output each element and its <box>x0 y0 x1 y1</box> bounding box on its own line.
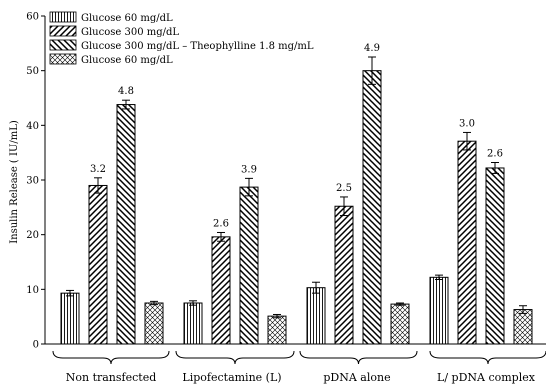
bar <box>306 287 326 345</box>
legend-label: Glucose 300 mg/dL <box>81 27 179 38</box>
error-bars <box>66 56 527 319</box>
y-axis-label: Insulin Release ( IU/mL) <box>9 120 20 244</box>
category-brace <box>429 350 546 365</box>
bar <box>211 236 231 345</box>
bar <box>334 205 354 345</box>
y-tick-label: 40 <box>26 121 39 132</box>
bar <box>239 186 259 345</box>
category-brace <box>175 350 295 365</box>
category-brace <box>52 350 170 365</box>
bar <box>144 302 164 345</box>
bar-annotation: 2.5 <box>336 183 352 194</box>
category-label: Non transfected <box>66 371 157 384</box>
bar-annotation: 3.0 <box>459 118 475 129</box>
legend-swatch <box>49 53 77 65</box>
bar <box>429 276 449 345</box>
bar <box>60 292 80 345</box>
bar <box>513 309 533 345</box>
legend-swatch <box>49 11 77 23</box>
legend-label: Glucose 60 mg/dL <box>81 13 173 24</box>
category-braces <box>52 350 546 365</box>
bar-annotation: 3.9 <box>241 164 257 175</box>
bar-annotation: 2.6 <box>487 149 503 160</box>
legend-swatch <box>49 25 77 37</box>
y-tick-label: 20 <box>26 230 39 241</box>
category-labels: Non transfected Lipofectamine (L) pDNA alo… <box>66 371 536 384</box>
legend-label: Glucose 300 mg/dL – Theophylline 1.8 mg/… <box>81 41 314 52</box>
y-tick-label: 50 <box>26 66 39 77</box>
bar <box>88 184 108 345</box>
bar <box>362 70 382 345</box>
y-tick-label: 0 <box>33 340 39 351</box>
legend-label: Glucose 60 mg/dL <box>81 55 173 66</box>
bar-annotation: 4.8 <box>118 86 134 97</box>
bar-annotation: 4.9 <box>364 43 380 54</box>
legend-swatch <box>49 39 77 51</box>
bars <box>60 70 533 345</box>
bar <box>183 302 203 345</box>
bar <box>267 315 287 345</box>
bar-annotations: 3.2 4.8 2.6 3.9 2.5 4.9 3.0 2.6 <box>90 43 503 229</box>
bar-annotation: 2.6 <box>213 218 229 229</box>
legend: Glucose 60 mg/dL Glucose 300 mg/dL Glucose… <box>49 11 314 66</box>
y-tick-label: 30 <box>26 176 39 187</box>
category-label: pDNA alone <box>323 371 390 384</box>
bar-annotation: 3.2 <box>90 164 106 175</box>
bar <box>116 104 136 345</box>
category-label: L/ pDNA complex <box>437 371 536 384</box>
category-label: Lipofectamine (L) <box>182 371 281 384</box>
category-brace <box>299 350 418 365</box>
bar <box>457 140 477 345</box>
y-tick-label: 10 <box>26 285 39 296</box>
bar <box>485 167 505 345</box>
y-tick-label: 60 <box>26 12 39 23</box>
bar <box>390 303 410 345</box>
